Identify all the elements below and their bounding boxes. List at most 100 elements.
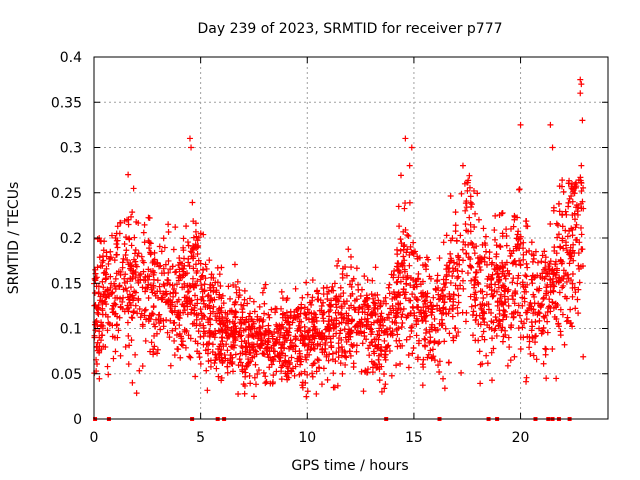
- data-point: [489, 271, 496, 278]
- data-point: [224, 357, 231, 364]
- data-point: [562, 227, 569, 234]
- data-point: [247, 380, 254, 387]
- data-point: [553, 269, 560, 276]
- data-point: [422, 343, 429, 350]
- data-point: [474, 279, 481, 286]
- data-point: [382, 294, 389, 301]
- data-point: [348, 318, 355, 325]
- data-point: [243, 363, 250, 370]
- data-point: [116, 283, 123, 290]
- data-point: [127, 284, 134, 291]
- data-point: [561, 341, 568, 348]
- data-point: [434, 277, 441, 284]
- data-point: [393, 362, 400, 369]
- data-point: [470, 308, 477, 315]
- data-point: [213, 287, 220, 294]
- data-point: [387, 325, 394, 332]
- data-point: [111, 310, 118, 317]
- data-point: [378, 310, 385, 317]
- data-point: [460, 285, 467, 292]
- data-point: [374, 345, 381, 352]
- data-point: [555, 222, 562, 229]
- x-tick-label: 0: [90, 430, 99, 446]
- data-point: [200, 325, 207, 332]
- data-point: [459, 268, 466, 275]
- data-point: [427, 338, 434, 345]
- data-point: [246, 295, 253, 302]
- y-tick-label: 0.15: [51, 276, 82, 292]
- data-point: [357, 320, 364, 327]
- data-point: [569, 293, 576, 300]
- data-point: [529, 323, 536, 330]
- data-point: [241, 287, 248, 294]
- data-point: [334, 382, 341, 389]
- data-point: [125, 361, 132, 368]
- data-point: [367, 312, 374, 319]
- data-point: [295, 313, 302, 320]
- data-point: [213, 365, 220, 372]
- data-point: [436, 358, 443, 365]
- data-point: [338, 336, 345, 343]
- data-point: [454, 260, 461, 267]
- data-point: [450, 298, 457, 305]
- data-point: [254, 313, 261, 320]
- data-point: [394, 291, 401, 298]
- data-point: [140, 229, 147, 236]
- data-point: [526, 344, 533, 351]
- data-point: [328, 342, 335, 349]
- data-point: [332, 309, 339, 316]
- data-point: [242, 343, 249, 350]
- data-point: [142, 337, 149, 344]
- data-point: [425, 305, 432, 312]
- data-point: [552, 258, 559, 265]
- data-point: [377, 321, 384, 328]
- data-point: [553, 220, 560, 227]
- data-point: [364, 276, 371, 283]
- data-point: [397, 172, 404, 179]
- data-point: [160, 235, 167, 242]
- data-point: [141, 307, 148, 314]
- data-point: [117, 304, 124, 311]
- data-point: [171, 337, 178, 344]
- data-point: [455, 329, 462, 336]
- data-point: [331, 384, 338, 391]
- data-point: [390, 307, 397, 314]
- data-point: [493, 251, 500, 258]
- data-point: [316, 365, 323, 372]
- data-point: [102, 294, 109, 301]
- data-point: [454, 304, 461, 311]
- data-point: [497, 264, 504, 271]
- data-point: [543, 290, 550, 297]
- data-point: [328, 287, 335, 294]
- data-point: [445, 310, 452, 317]
- data-point: [502, 275, 509, 282]
- data-point: [193, 322, 200, 329]
- data-point: [492, 313, 499, 320]
- data-point: [171, 319, 178, 326]
- y-tick-label: 0.4: [60, 50, 82, 66]
- data-point: [414, 255, 421, 262]
- data-point: [398, 323, 405, 330]
- data-point: [129, 270, 136, 277]
- data-point: [395, 266, 402, 273]
- data-point: [550, 287, 557, 294]
- data-point: [216, 305, 223, 312]
- data-point: [510, 275, 517, 282]
- data-point: [472, 297, 479, 304]
- data-point: [398, 314, 405, 321]
- data-point: [479, 309, 486, 316]
- data-point: [375, 297, 382, 304]
- data-point: [496, 243, 503, 250]
- data-point: [496, 212, 503, 219]
- data-point: [309, 373, 316, 380]
- data-point: [94, 339, 101, 346]
- data-point: [549, 346, 556, 353]
- data-point: [232, 299, 239, 306]
- data-point: [503, 242, 510, 249]
- data-point: [472, 302, 479, 309]
- data-point: [167, 303, 174, 310]
- data-point: [505, 270, 512, 277]
- data-point: [544, 329, 551, 336]
- data-point: [94, 309, 101, 316]
- data-point: [157, 288, 164, 295]
